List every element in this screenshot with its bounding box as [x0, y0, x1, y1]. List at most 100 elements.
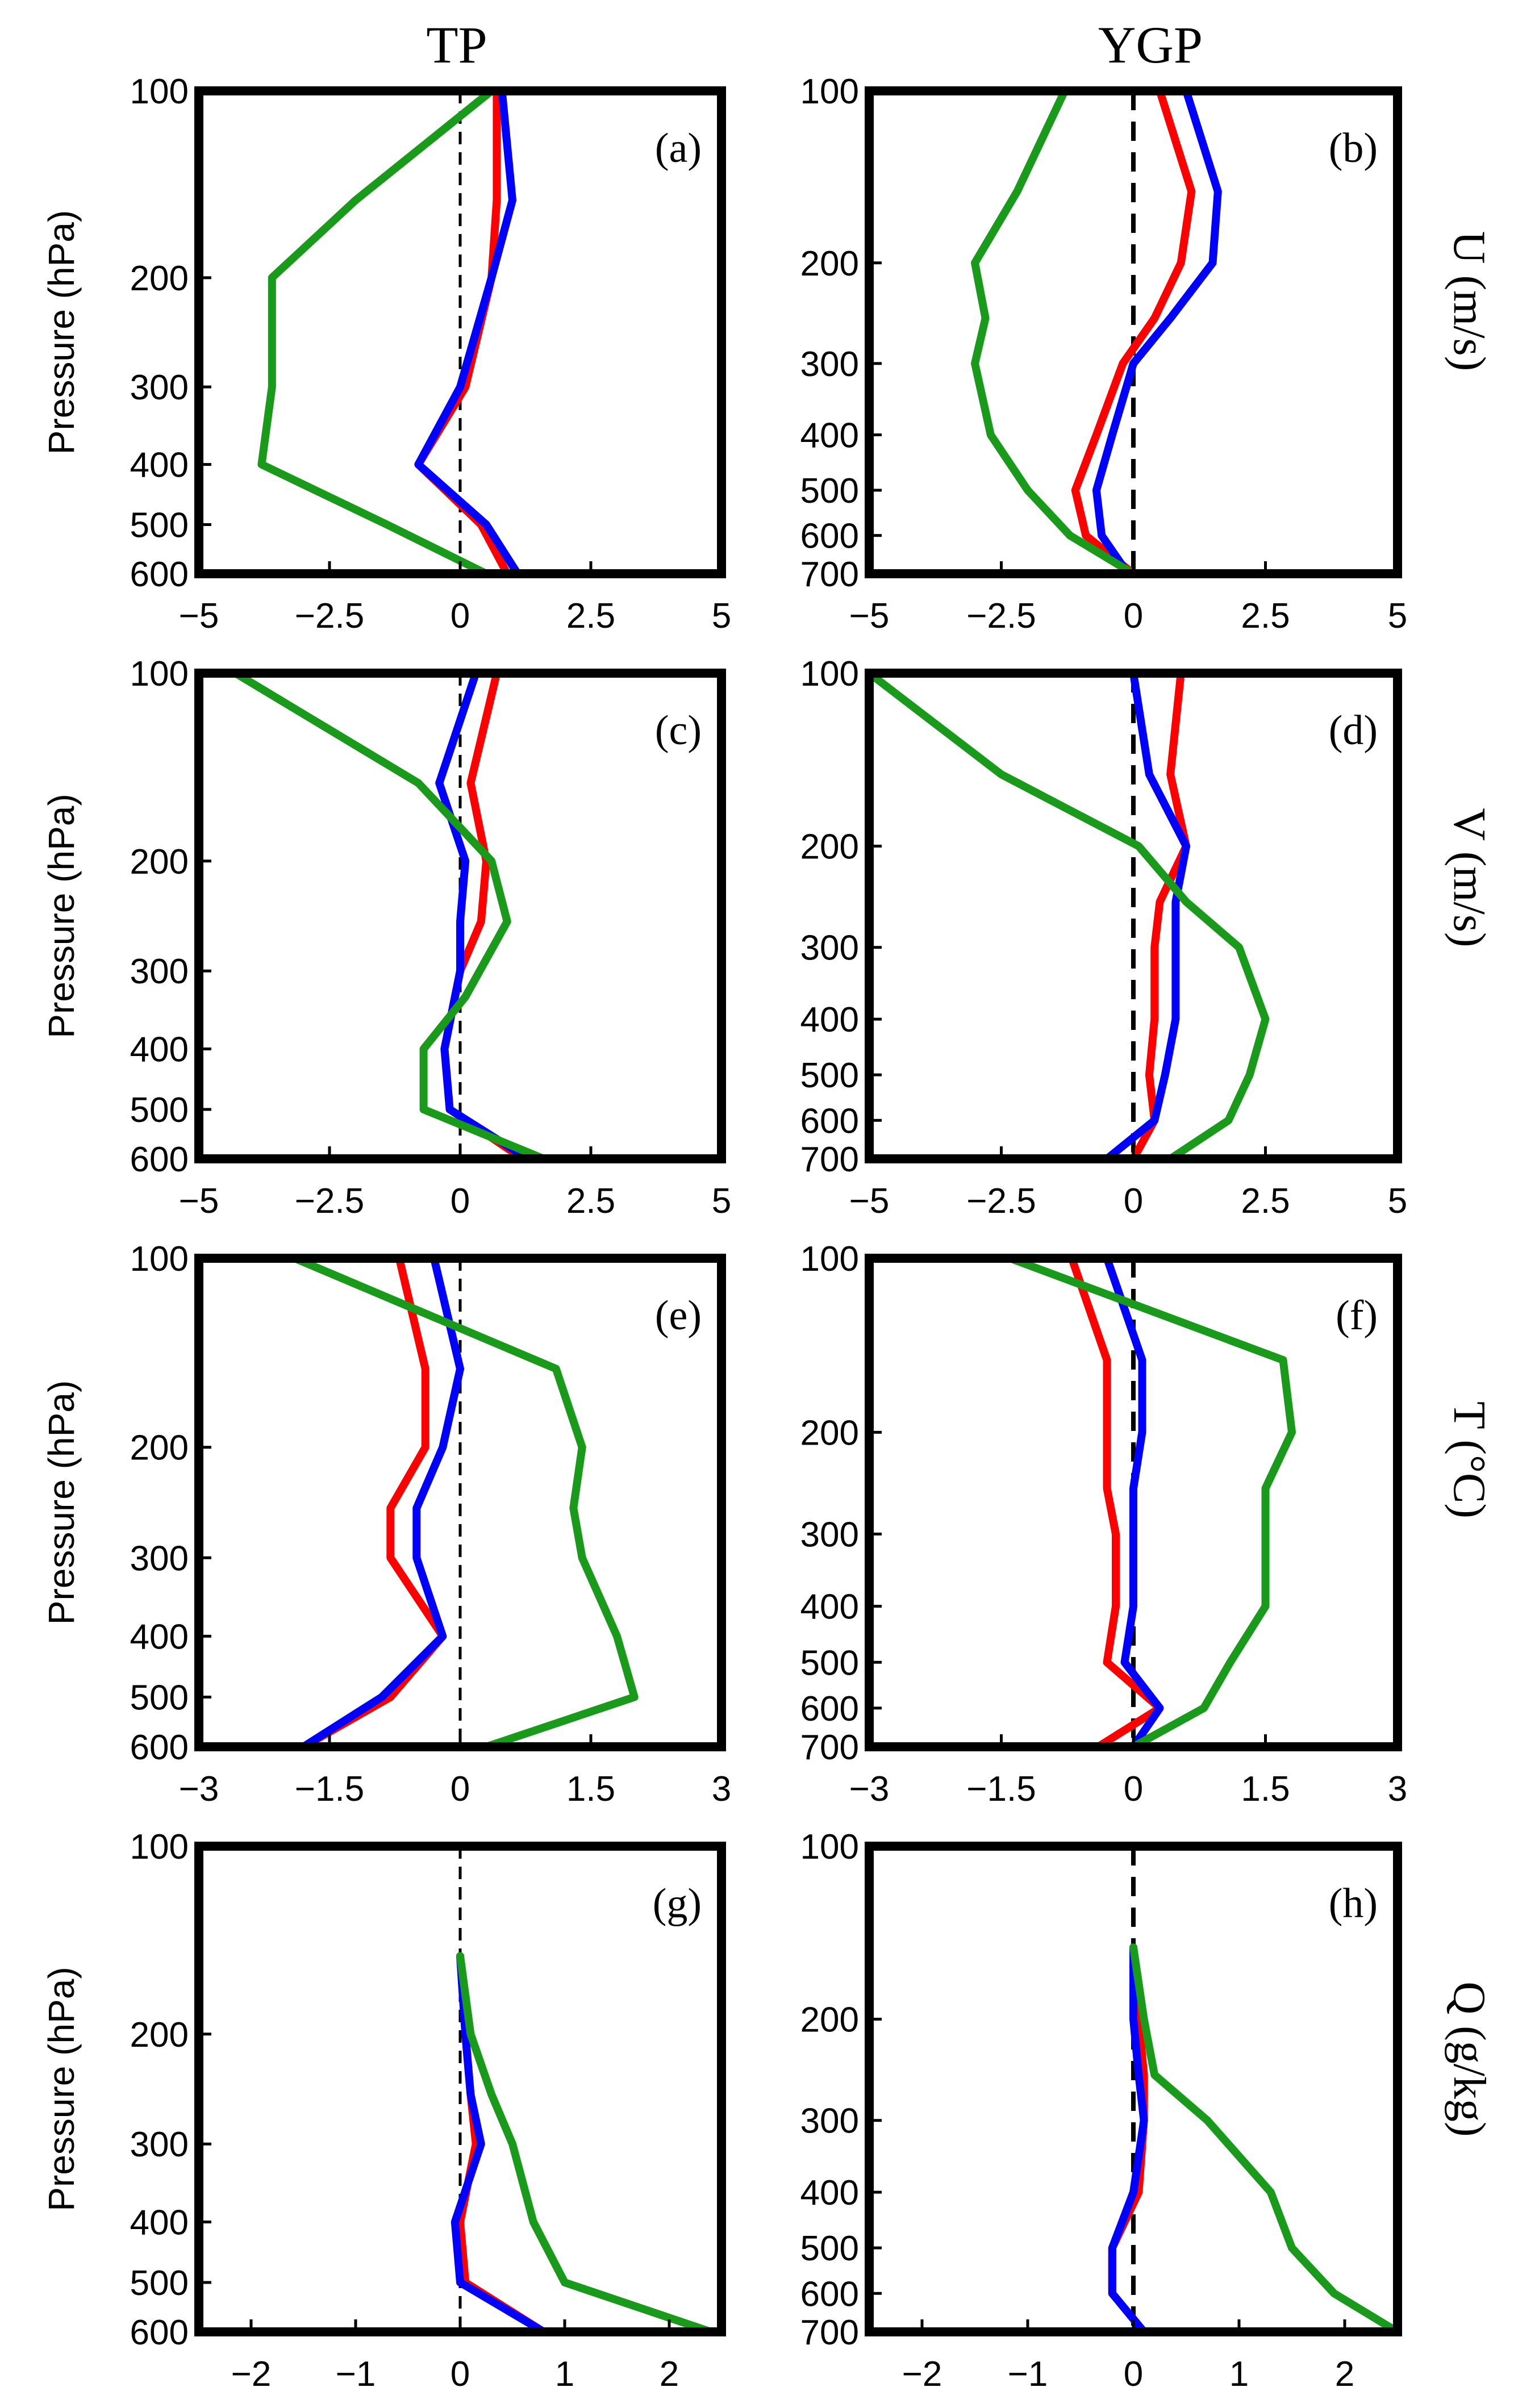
- y-tick-label: 600: [130, 555, 189, 594]
- y-tick-label: 500: [800, 471, 859, 511]
- y-tick-label: 700: [800, 555, 859, 594]
- y-tick-label: 100: [800, 72, 859, 111]
- y-tick-label: 600: [800, 1101, 859, 1141]
- y-tick-label: 300: [130, 952, 189, 991]
- y-tick-label: 500: [130, 506, 189, 545]
- series-line-blue: [1103, 669, 1190, 1163]
- x-tick-label: 0: [1124, 1182, 1143, 1221]
- x-tick-label: 0: [451, 596, 470, 636]
- series-line-blue: [1108, 1943, 1148, 2336]
- y-tick-label: 600: [130, 1728, 189, 1767]
- y-tick-label: 500: [800, 1056, 859, 1095]
- panel-e: −3 −1.5 0 1.5 3 100 200 300 400 500 600 (e) Pressure…: [41, 1240, 731, 1809]
- row-title-t: T (°C): [1444, 1401, 1494, 1518]
- panel-label: (a): [655, 125, 702, 172]
- x-tick-label: −2.5: [966, 1182, 1036, 1221]
- y-tick-label: 600: [800, 1689, 859, 1729]
- y-tick-label: 200: [800, 1413, 859, 1453]
- x-tick-label: 2.5: [1241, 596, 1290, 636]
- panel-label: (e): [655, 1292, 702, 1339]
- y-tick-label: 500: [130, 1091, 189, 1130]
- y-tick-label: 600: [800, 517, 859, 556]
- y-tick-label: 200: [130, 2015, 189, 2055]
- y-tick-label: 100: [800, 1240, 859, 1279]
- panels: −5 −2.5 0 2.5 5100200300400500600(a)Pressure…: [41, 72, 1407, 2394]
- y-tick-label: 400: [800, 1000, 859, 1040]
- x-tick-label: 0: [1124, 596, 1143, 636]
- y-tick-label: 400: [800, 1588, 859, 1627]
- panel-a: −5 −2.5 0 2.5 5 100 200 300 400 500 600 (a) Pressure…: [41, 72, 731, 636]
- y-tick-label: 100: [130, 1240, 189, 1279]
- x-tick-label: 5: [1388, 1182, 1407, 1221]
- series-line-blue: [435, 669, 532, 1163]
- series-line-red: [440, 669, 527, 1163]
- series-line-blue: [451, 1952, 548, 2336]
- panel-g: −2 −1 0 1 2 100 200 300 400 500 600 (g) Pressure (hP…: [41, 1827, 726, 2394]
- x-tick-label: 5: [1388, 596, 1407, 636]
- x-tick-label: −5: [849, 596, 890, 636]
- panel-label: (c): [655, 707, 702, 754]
- series-line-blue: [1092, 87, 1222, 578]
- y-tick-label: 500: [800, 1643, 859, 1683]
- series-line-blue: [414, 87, 522, 578]
- x-tick-label: 2.5: [566, 1182, 615, 1221]
- x-tick-label: −2: [231, 2355, 272, 2394]
- y-tick-label: 500: [130, 1678, 189, 1717]
- y-axis-label: Pressure (hPa): [41, 210, 82, 454]
- y-tick-label: 400: [130, 1030, 189, 1070]
- series-line-green: [1006, 1254, 1296, 1751]
- panel-label: (b): [1329, 125, 1378, 172]
- series-line-green: [257, 87, 496, 578]
- x-tick-label: −3: [179, 1770, 219, 1809]
- y-tick-label: 300: [800, 1516, 859, 1555]
- y-tick-label: 400: [130, 2203, 189, 2243]
- y-tick-label: 100: [800, 654, 859, 694]
- x-tick-label: 0: [451, 1770, 470, 1809]
- panel-c: −5 −2.5 0 2.5 5 100 200 300 400 500 600 (c) Pressure…: [41, 654, 731, 1221]
- y-tick-label: 300: [130, 368, 189, 407]
- y-tick-label: 500: [800, 2229, 859, 2268]
- column-title-tp: TP: [426, 16, 487, 74]
- y-tick-label: 300: [800, 2102, 859, 2141]
- y-tick-label: 300: [130, 2125, 189, 2164]
- series-line-red: [456, 1952, 548, 2336]
- y-tick-label: 400: [130, 1617, 189, 1656]
- series-line-green: [971, 87, 1137, 578]
- y-tick-label: 400: [800, 416, 859, 456]
- x-tick-label: −2.5: [295, 596, 364, 636]
- panel-label: (h): [1329, 1880, 1378, 1927]
- y-tick-label: 300: [800, 929, 859, 968]
- x-tick-label: −1: [1008, 2355, 1048, 2394]
- y-tick-label: 300: [800, 345, 859, 384]
- series-line-red: [1071, 87, 1196, 578]
- series-line-green: [231, 669, 548, 1163]
- row-title-v: V (m/s): [1444, 808, 1494, 947]
- x-tick-label: −2.5: [295, 1182, 364, 1221]
- y-tick-label: 200: [130, 259, 189, 298]
- x-tick-label: 5: [712, 596, 731, 636]
- x-tick-label: 1: [1229, 2355, 1249, 2394]
- series-line-green: [865, 669, 1270, 1163]
- series-line-blue: [1103, 1254, 1164, 1751]
- x-tick-label: 2.5: [566, 596, 615, 636]
- y-tick-label: 700: [800, 1140, 859, 1179]
- x-tick-label: −5: [179, 1182, 219, 1221]
- x-tick-label: −5: [179, 596, 219, 636]
- x-tick-label: 2: [660, 2355, 679, 2394]
- x-tick-label: −3: [849, 1770, 890, 1809]
- x-tick-label: 0: [451, 2355, 470, 2394]
- y-tick-label: 200: [130, 842, 189, 882]
- series-line-green: [290, 1254, 639, 1751]
- x-tick-label: −1: [336, 2355, 376, 2394]
- y-tick-label: 100: [130, 72, 189, 111]
- row-title-q: Q (g/kg): [1444, 1981, 1494, 2136]
- x-tick-label: 1: [555, 2355, 574, 2394]
- x-tick-label: 1.5: [1241, 1770, 1290, 1809]
- panel-label: (f): [1336, 1292, 1378, 1339]
- y-tick-label: 600: [130, 2313, 189, 2352]
- x-tick-label: −2.5: [966, 596, 1036, 636]
